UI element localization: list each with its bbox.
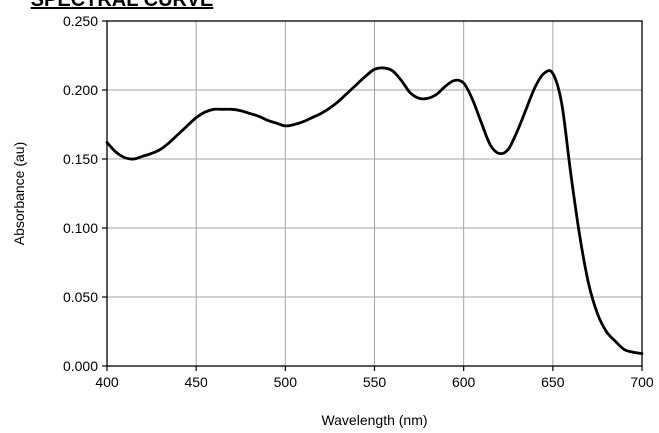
y-tick-label: 0.150 — [63, 151, 98, 167]
series-group — [105, 66, 644, 355]
x-tick-label: 650 — [541, 374, 565, 390]
y-axis-title: Absorbance (au) — [11, 142, 27, 246]
x-tick-label: 550 — [363, 374, 387, 390]
x-tick-label: 700 — [630, 374, 654, 390]
y-tick-label: 0.050 — [63, 289, 98, 305]
x-axis-title: Wavelength (nm) — [321, 412, 427, 428]
gridlines — [107, 21, 642, 366]
x-tick-label: 600 — [452, 374, 476, 390]
absorbance-series-line — [105, 66, 644, 355]
x-tick-label: 450 — [184, 374, 208, 390]
y-tick-label: 0.000 — [63, 358, 98, 374]
x-tick-label: 400 — [95, 374, 119, 390]
chart-title: SPECTRAL CURVE — [31, 0, 214, 11]
y-tick-label: 0.100 — [63, 220, 98, 236]
y-tick-label: 0.200 — [63, 82, 98, 98]
y-tick-label: 0.250 — [63, 13, 98, 29]
x-tick-label: 500 — [274, 374, 298, 390]
axis-ticks: 400 450 500 550 600 650 700 0.000 0.050 0.100 0.15… — [63, 13, 654, 390]
